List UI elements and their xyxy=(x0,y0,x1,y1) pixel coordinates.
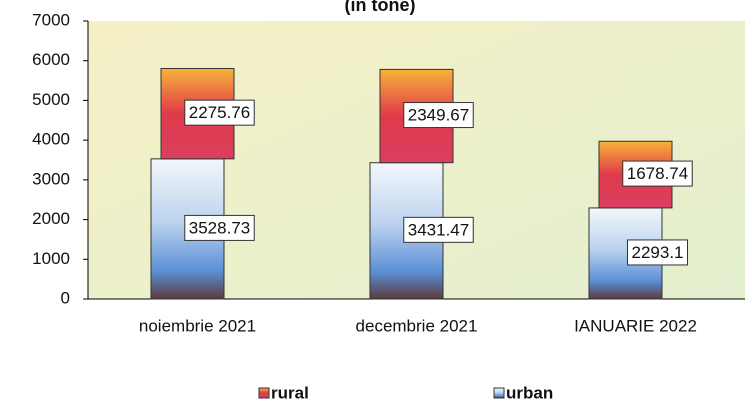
x-tick-label: noiembrie 2021 xyxy=(139,316,256,335)
y-tick-label: 4000 xyxy=(32,130,70,149)
x-tick-label: IANUARIE 2022 xyxy=(574,316,697,335)
value-label-box xyxy=(403,102,474,129)
y-tick-label: 2000 xyxy=(32,209,70,228)
legend-label: rural xyxy=(271,383,309,402)
y-tick-label: 3000 xyxy=(32,169,70,188)
value-label-box xyxy=(403,216,474,243)
x-tick-label: decembrie 2021 xyxy=(356,316,478,335)
value-label: 1678.74 xyxy=(627,164,688,183)
value-label-box xyxy=(184,99,255,126)
legend-label: urban xyxy=(506,383,553,402)
value-label-box xyxy=(627,239,688,266)
legend-swatch xyxy=(493,387,505,399)
y-tick-label: 6000 xyxy=(32,50,70,69)
legend-swatch xyxy=(258,387,270,399)
y-tick-label: 7000 xyxy=(32,10,70,29)
value-label: 2349.67 xyxy=(408,106,469,125)
value-label-box xyxy=(184,214,255,241)
value-label-box xyxy=(622,160,693,187)
y-tick-label: 5000 xyxy=(32,90,70,109)
value-label: 3431.47 xyxy=(408,220,469,239)
value-label: 2275.76 xyxy=(189,103,250,122)
value-label: 3528.73 xyxy=(189,218,250,237)
y-tick-label: 1000 xyxy=(32,249,70,268)
chart-title: (in tone) xyxy=(345,0,416,15)
value-label: 2293.1 xyxy=(632,243,684,262)
y-tick-label: 0 xyxy=(61,288,70,307)
